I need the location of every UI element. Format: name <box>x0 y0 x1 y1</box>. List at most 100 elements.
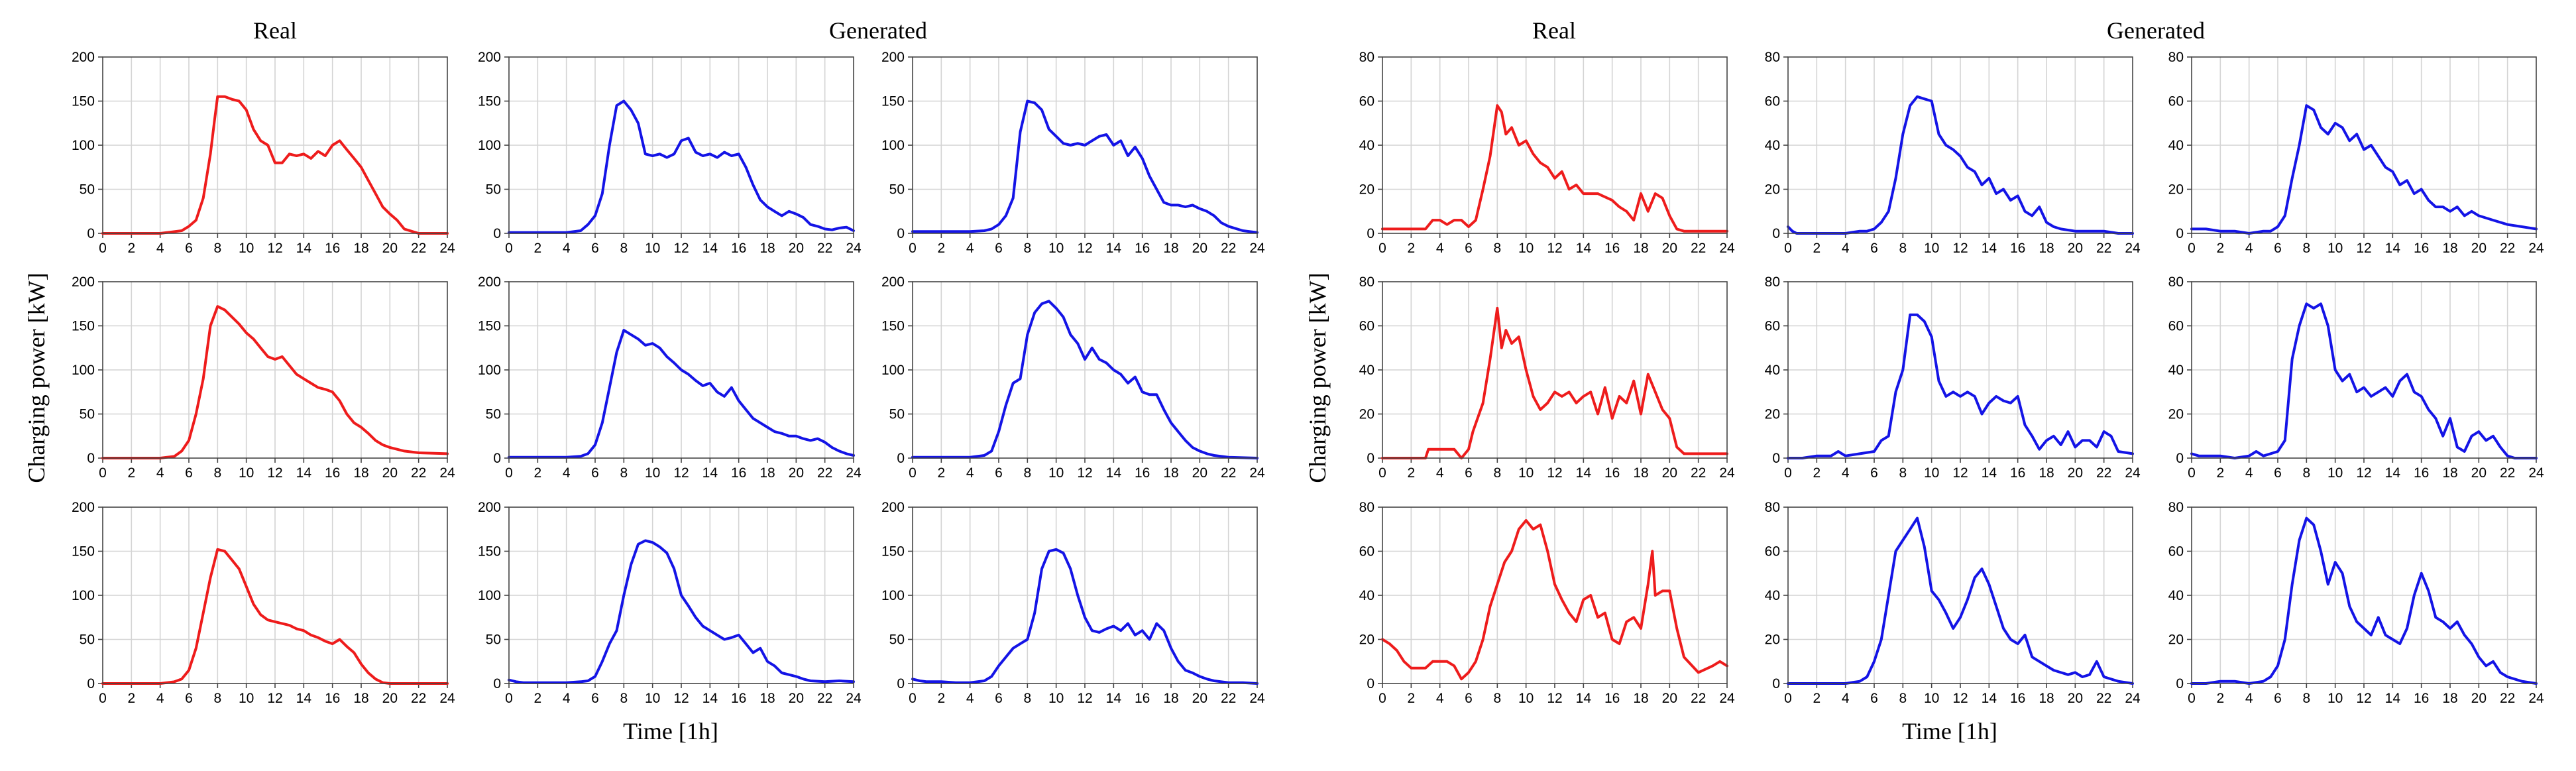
x-tick-label: 0 <box>909 691 917 706</box>
x-tick-label: 0 <box>1378 241 1386 256</box>
x-tick-label: 18 <box>759 691 775 706</box>
x-tick-label: 24 <box>2125 465 2141 481</box>
y-tick-label: 20 <box>1765 407 1780 422</box>
x-tick-label: 4 <box>563 465 571 481</box>
x-tick-label: 20 <box>1192 465 1207 481</box>
y-tick-label: 40 <box>1359 588 1374 603</box>
y-tick-label: 0 <box>1772 451 1780 466</box>
y-tick-label: 20 <box>1359 182 1374 198</box>
y-tick-label: 0 <box>87 676 95 691</box>
x-tick-label: 24 <box>2125 241 2141 256</box>
real-series-line <box>101 305 449 459</box>
x-tick-label: 20 <box>1662 691 1677 706</box>
header-left-real: Real <box>253 17 297 44</box>
y-tick-label: 150 <box>478 94 501 109</box>
x-tick-label: 24 <box>846 691 862 706</box>
generated-series-line <box>508 99 855 234</box>
x-tick-label: 10 <box>1518 465 1534 481</box>
y-tick-label: 0 <box>1367 226 1374 241</box>
x-tick-label: 10 <box>2327 691 2343 706</box>
real-series-line <box>101 95 449 235</box>
x-tick-label: 4 <box>156 465 164 481</box>
x-tick-label: 2 <box>1407 465 1415 481</box>
x-tick-label: 0 <box>2188 691 2196 706</box>
x-tick-label: 4 <box>966 465 974 481</box>
x-tick-label: 12 <box>1952 691 1968 706</box>
y-tick-label: 50 <box>486 632 501 648</box>
header-right-generated: Generated <box>2107 17 2205 44</box>
x-tick-label: 2 <box>937 241 945 256</box>
x-tick-label: 24 <box>2528 241 2544 256</box>
x-tick-label: 24 <box>2528 691 2544 706</box>
plot-frame <box>1787 56 2133 234</box>
x-tick-label: 18 <box>2442 691 2457 706</box>
x-tick-label: 24 <box>439 241 455 256</box>
y-tick-label: 80 <box>1359 274 1374 290</box>
plot-frame <box>102 506 448 684</box>
x-tick-label: 4 <box>2245 465 2253 481</box>
x-tick-label: 12 <box>1952 465 1968 481</box>
x-tick-label: 22 <box>817 691 832 706</box>
y-tick-label: 80 <box>2168 274 2184 290</box>
x-tick-label: 14 <box>1982 691 1997 706</box>
x-tick-label: 18 <box>1163 241 1178 256</box>
x-tick-label: 4 <box>966 241 974 256</box>
generated-series-line <box>911 300 1259 459</box>
generated-series-line <box>2190 302 2538 459</box>
x-tick-label: 20 <box>2471 465 2487 481</box>
x-tick-label: 20 <box>789 691 804 706</box>
y-tick-label: 20 <box>1359 407 1374 422</box>
x-tick-label: 16 <box>2414 241 2429 256</box>
x-tick-label: 12 <box>1077 241 1092 256</box>
y-tick-label: 60 <box>2168 319 2184 334</box>
x-tick-label: 14 <box>2385 465 2401 481</box>
generated-series-line <box>1787 95 2134 235</box>
x-tick-label: 18 <box>2442 465 2457 481</box>
y-tick-label: 150 <box>72 544 95 560</box>
y-tick-label: 200 <box>72 50 95 65</box>
y-tick-label: 200 <box>72 500 95 515</box>
x-tick-label: 8 <box>1023 241 1031 256</box>
y-tick-label: 0 <box>2176 451 2184 466</box>
real-series-line <box>1381 306 1728 459</box>
y-tick-label: 50 <box>80 632 95 648</box>
x-tick-label: 20 <box>1662 465 1677 481</box>
x-tick-label: 24 <box>2125 691 2141 706</box>
x-tick-label: 20 <box>789 465 804 481</box>
x-tick-label: 20 <box>382 241 398 256</box>
generated-series-line <box>508 539 855 684</box>
x-tick-label: 2 <box>533 465 541 481</box>
x-tick-label: 12 <box>1077 465 1092 481</box>
x-tick-label: 20 <box>2068 465 2083 481</box>
x-tick-label: 22 <box>1221 691 1236 706</box>
y-tick-label: 20 <box>2168 407 2184 422</box>
x-tick-label: 18 <box>1633 465 1648 481</box>
y-tick-label: 150 <box>881 94 905 109</box>
y-tick-label: 200 <box>72 274 95 290</box>
x-tick-label: 10 <box>2327 465 2343 481</box>
y-tick-label: 100 <box>72 363 95 378</box>
x-tick-label: 6 <box>185 465 193 481</box>
x-tick-label: 20 <box>382 691 398 706</box>
x-tick-label: 14 <box>296 465 312 481</box>
y-tick-label: 50 <box>80 182 95 198</box>
x-tick-label: 10 <box>1518 241 1534 256</box>
plot-frame <box>1382 506 1728 684</box>
x-tick-label: 12 <box>2356 691 2371 706</box>
x-tick-label: 10 <box>239 241 254 256</box>
y-tick-label: 100 <box>72 138 95 153</box>
x-tick-label: 12 <box>1952 241 1968 256</box>
y-tick-label: 60 <box>2168 94 2184 109</box>
y-tick-label: 40 <box>1765 588 1780 603</box>
x-tick-label: 20 <box>2068 691 2083 706</box>
y-tick-label: 100 <box>881 138 905 153</box>
plot-frame <box>2191 281 2537 459</box>
generated-series-line <box>911 99 1259 234</box>
x-tick-label: 2 <box>127 465 135 481</box>
x-tick-label: 2 <box>937 691 945 706</box>
x-tick-label: 12 <box>673 465 689 481</box>
generated-series-line <box>1787 516 2134 685</box>
